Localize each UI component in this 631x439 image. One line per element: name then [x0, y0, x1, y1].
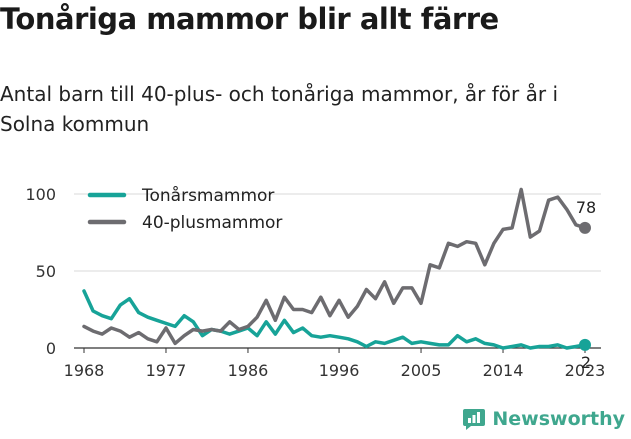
- legend-label: 40-plusmammor: [142, 213, 282, 233]
- x-tick-label: 1986: [228, 361, 269, 380]
- end-labels: 2 78: [576, 198, 596, 372]
- x-tick-label: 2023: [565, 361, 606, 380]
- newsworthy-logo-icon: [463, 409, 486, 430]
- x-tick-label: 1968: [64, 361, 105, 380]
- end-value-label: 2: [581, 353, 591, 372]
- logo-text: Newsworthy: [492, 408, 625, 430]
- end-point-2: [579, 221, 591, 234]
- x-tick-label: 2014: [483, 361, 524, 380]
- y-tick-label: 50: [36, 262, 56, 281]
- y-tick-label: 0: [46, 339, 56, 358]
- series-lines: [82, 187, 591, 351]
- chart-title: Tonåriga mammor blir allt färre: [0, 2, 499, 36]
- y-axis-ticks: 0 50 100: [25, 185, 56, 358]
- x-tick-label: 2005: [401, 361, 442, 380]
- legend: Tonårsmammor 40-plusmammor: [87, 185, 282, 233]
- series-line-1: [82, 289, 587, 350]
- legend-label: Tonårsmammor: [141, 185, 274, 206]
- x-tick-label: 1996: [319, 361, 360, 380]
- x-axis-ticks: 1968 1977 1986 1996 2005 2014 2023: [64, 348, 606, 380]
- y-tick-label: 100: [25, 185, 56, 204]
- newsworthy-logo: Newsworthy: [462, 407, 625, 431]
- series-line-2: [82, 187, 587, 346]
- end-point-1: [579, 338, 591, 351]
- x-tick-label: 1977: [146, 361, 187, 380]
- chart-subtitle: Antal barn till 40-plus- och tonåriga ma…: [0, 82, 559, 136]
- end-value-label: 78: [576, 198, 596, 217]
